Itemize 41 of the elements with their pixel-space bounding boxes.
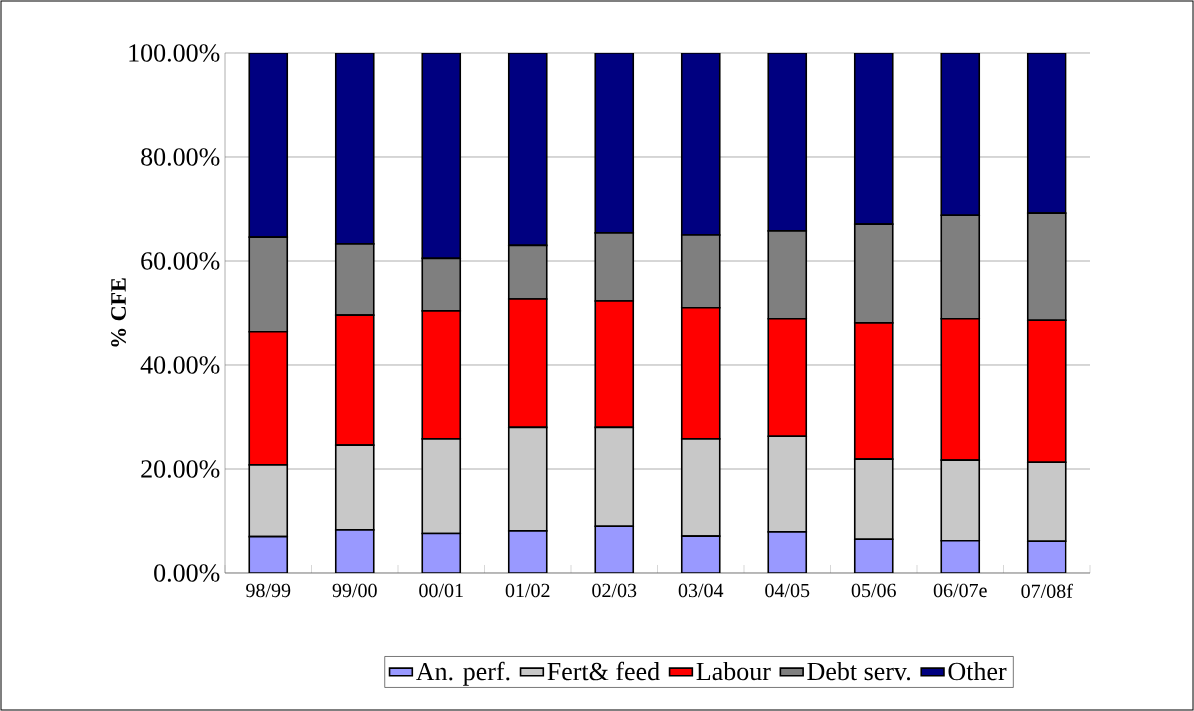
x-tick-label: 05/06 (851, 583, 896, 598)
bar (421, 532, 462, 573)
x-tick-label: 04/05 (765, 583, 810, 598)
x-tick-label: 99/00 (332, 583, 377, 598)
bar (248, 52, 289, 238)
bar (507, 52, 548, 247)
bar (680, 535, 721, 573)
bar (680, 52, 721, 236)
x-tick-label: 06/07e (933, 583, 987, 598)
y-tick-label: 60.00% (141, 252, 220, 270)
legend-label: An. perf. (416, 661, 510, 686)
legend-label: Debt serv. (807, 661, 911, 681)
legend-label: Fert& feed (547, 661, 660, 681)
y-axis-title: % CFE (111, 278, 126, 347)
x-tick-label: 02/03 (592, 583, 637, 598)
legend-label: Other (948, 661, 1007, 681)
y-tick-label: 80.00% (141, 148, 220, 166)
y-tick-label: 0.00% (154, 564, 220, 582)
x-tick-label: 01/02 (505, 583, 550, 598)
bar (1026, 540, 1067, 573)
bar (594, 52, 635, 234)
y-tick-label: 40.00% (140, 356, 220, 374)
x-tick-label: 07/08f (1021, 583, 1073, 598)
bar (507, 530, 548, 573)
y-tick-label: 20.00% (141, 460, 220, 478)
legend-label: Labour (696, 661, 771, 681)
bar (334, 529, 375, 573)
bar (421, 52, 462, 260)
x-tick-label: 00/01 (419, 583, 463, 598)
bar (767, 52, 808, 232)
bar (594, 525, 635, 573)
x-tick-label: 03/04 (678, 583, 724, 598)
bar (940, 52, 981, 217)
y-tick-label: 100.00% (129, 44, 220, 62)
bar (767, 531, 808, 573)
x-tick-label: 98/99 (246, 583, 291, 598)
bar (1026, 52, 1067, 214)
bar (853, 52, 894, 225)
bar (248, 535, 289, 573)
bar (853, 538, 894, 573)
bar (334, 52, 375, 245)
